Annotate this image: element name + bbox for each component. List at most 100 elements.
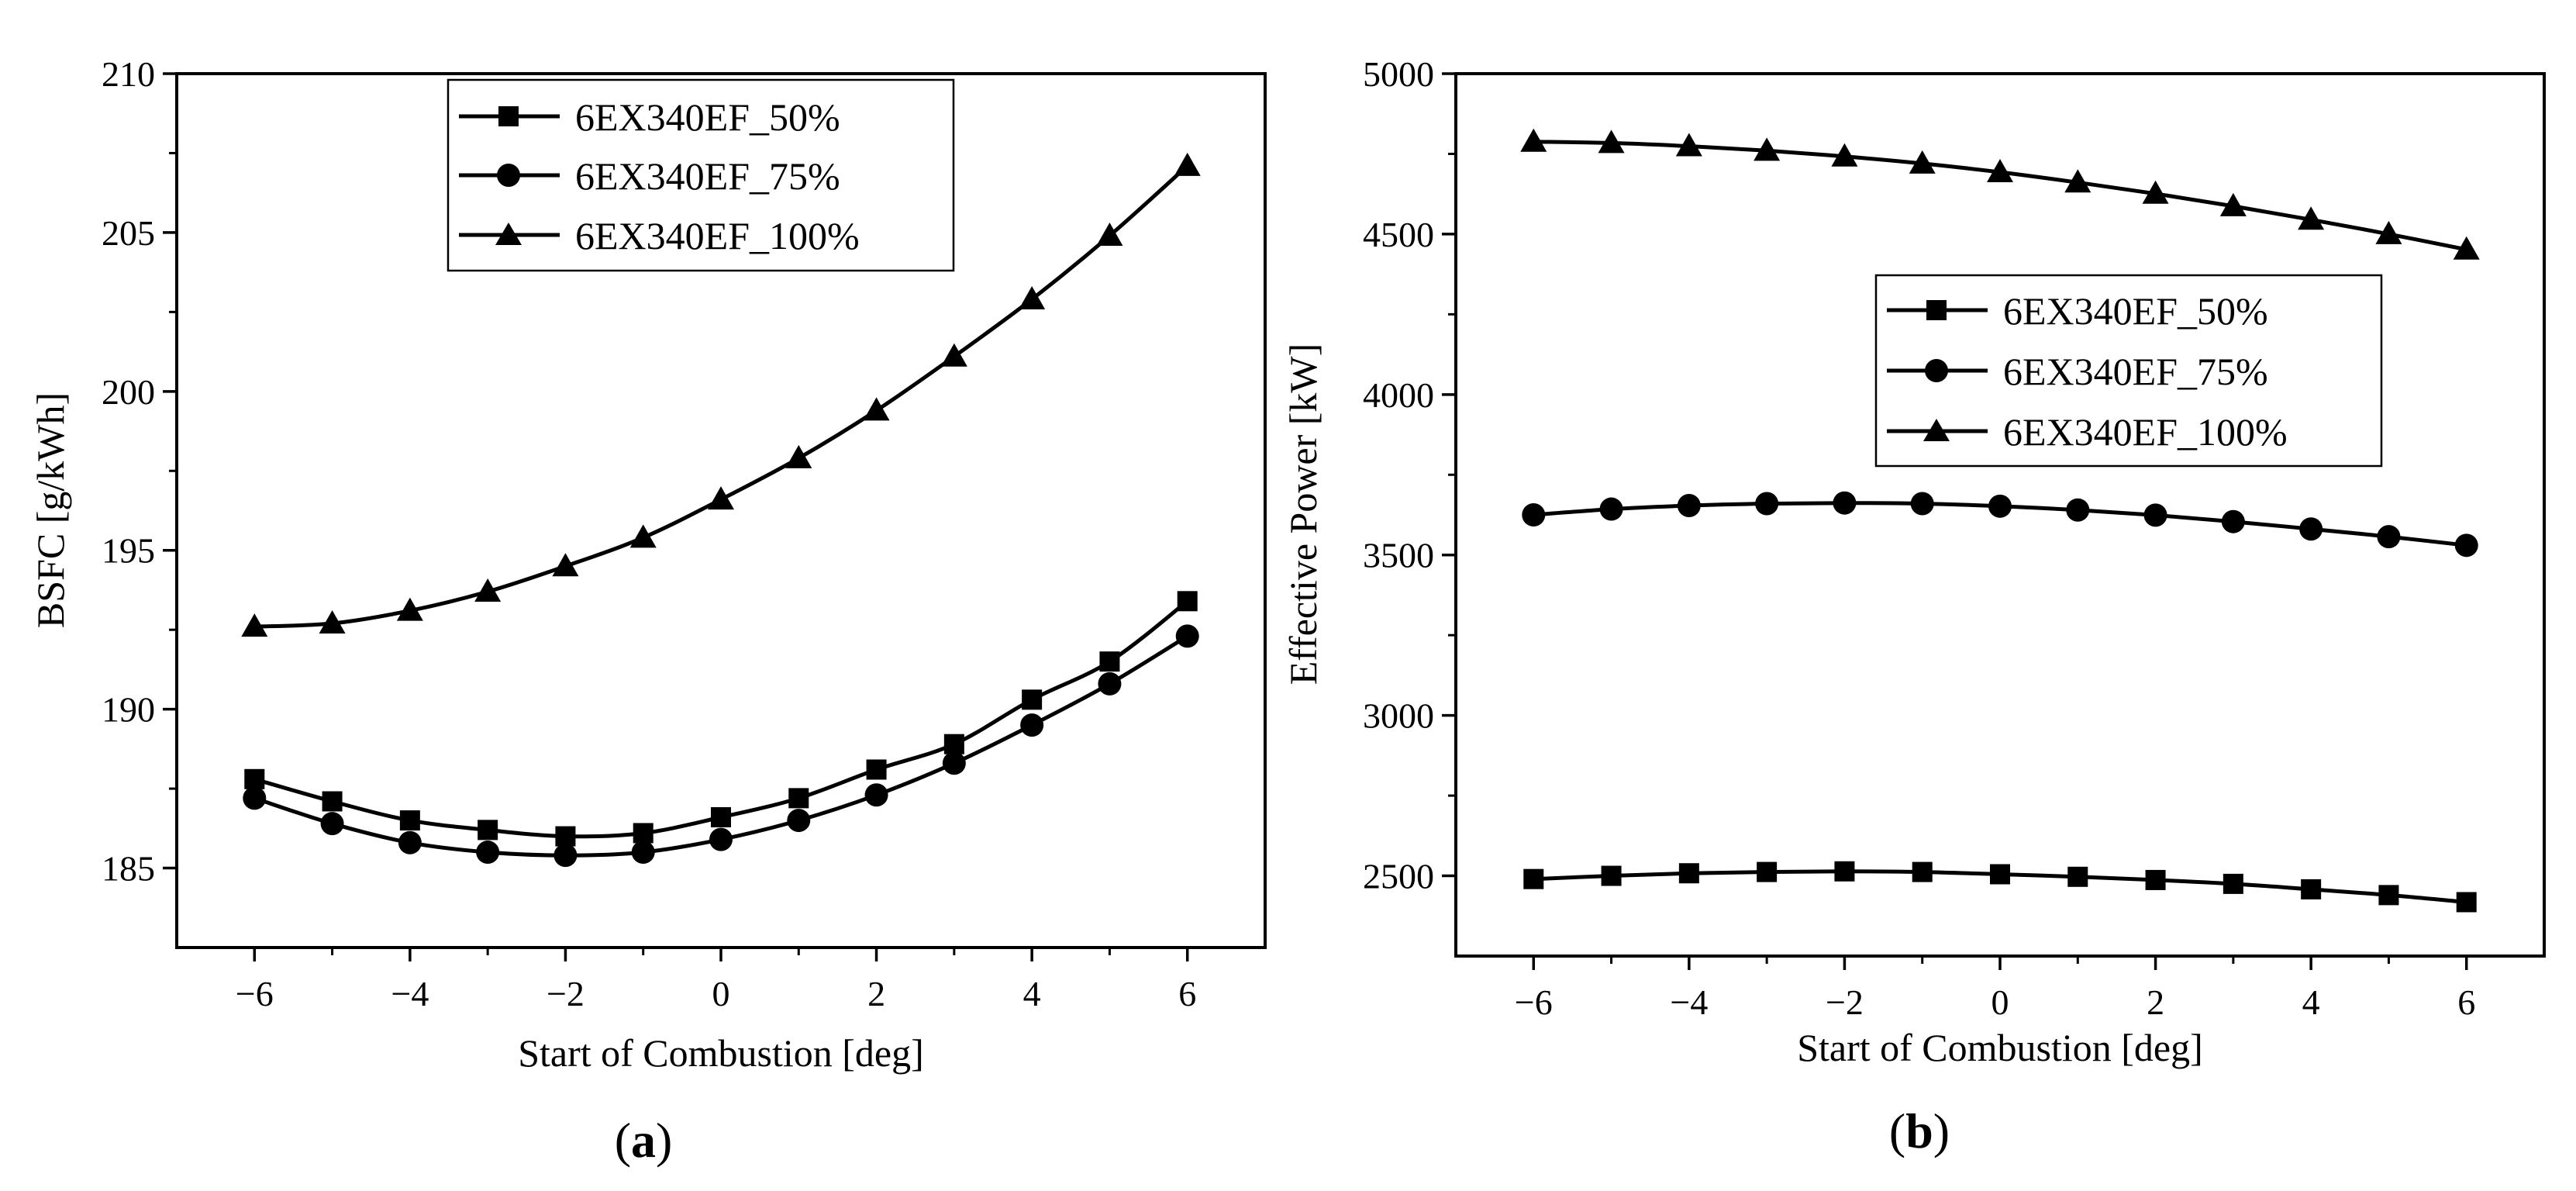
data-point-square <box>2378 885 2399 906</box>
legend-entry: 6EX340EF_100% <box>1887 410 2288 454</box>
bsfc-chart: −6 −4 −2 0 2 4 6 185 190 195 200 205 210 6EX340EF_50… <box>29 54 1267 1168</box>
data-point-triangle <box>940 343 967 367</box>
y-tick-label: 210 <box>102 54 155 94</box>
data-point-circle <box>2377 525 2401 549</box>
data-point-triangle <box>1174 152 1201 176</box>
legend: 6EX340EF_50% 6EX340EF_75% 6EX340EF_100% <box>447 78 955 272</box>
data-point-square <box>555 826 576 847</box>
data-point-triangle <box>319 609 346 633</box>
data-point-triangle <box>2219 192 2247 216</box>
data-point-circle <box>709 827 733 851</box>
data-point-circle <box>476 841 500 865</box>
data-point-triangle <box>1598 129 1625 154</box>
data-point-circle <box>2143 503 2167 527</box>
data-point-circle <box>1988 494 2012 518</box>
axis-ticks: −6 −4 −2 0 2 4 6 2500 3000 3500 4000 4500 5000 <box>1363 54 2475 1022</box>
legend-triangle-marker <box>495 223 522 245</box>
data-point-triangle <box>1520 128 1547 152</box>
legend-square-marker <box>498 106 519 126</box>
data-point-circle <box>1677 493 1701 517</box>
data-point-circle <box>1175 624 1199 648</box>
data-point-square <box>1099 651 1120 672</box>
data-point-triangle <box>863 397 890 421</box>
legend-label: 6EX340EF_75% <box>575 154 840 198</box>
x-tick-label: −2 <box>547 974 585 1013</box>
series-lines <box>241 152 1201 868</box>
x-tick-label: 6 <box>1178 974 1196 1013</box>
data-point-triangle <box>1909 150 1936 174</box>
x-axis-label: Start of Combustion [deg] <box>518 1031 924 1075</box>
data-point-circle <box>243 786 267 810</box>
data-point-triangle <box>1019 285 1046 309</box>
data-point-triangle <box>1831 143 1858 167</box>
legend-label: 6EX340EF_75% <box>2003 350 2268 393</box>
data-point-triangle <box>396 597 423 621</box>
series-lines <box>1520 128 2480 913</box>
legend: 6EX340EF_50% 6EX340EF_75% 6EX340EF_100% <box>1874 274 2383 468</box>
data-point-circle <box>864 783 888 807</box>
data-point-square <box>399 810 420 831</box>
x-tick-label: −2 <box>1826 982 1864 1022</box>
data-point-square <box>1177 591 1198 612</box>
data-point-square <box>1523 868 1544 889</box>
legend-label: 6EX340EF_100% <box>575 214 860 257</box>
panel-label-close-paren: ) <box>656 1113 672 1168</box>
data-point-square <box>788 788 809 809</box>
data-point-triangle <box>241 613 268 637</box>
legend-label: 6EX340EF_50% <box>2003 289 2268 333</box>
x-tick-label: 0 <box>712 974 730 1013</box>
y-tick-label: 2500 <box>1363 857 1434 896</box>
x-tick-label: −4 <box>1670 982 1708 1022</box>
legend-entry: 6EX340EF_75% <box>459 154 840 198</box>
data-point-square <box>1757 861 1778 882</box>
x-axis-label: Start of Combustion [deg] <box>1797 1026 2203 1069</box>
data-point-triangle <box>2142 180 2169 204</box>
axis-ticks: −6 −4 −2 0 2 4 6 185 190 195 200 205 210 <box>102 54 1196 1013</box>
data-point-triangle <box>552 553 579 577</box>
data-point-square <box>1834 861 1855 882</box>
panel-label-open-paren: ( <box>1889 1103 1905 1158</box>
data-point-square <box>1912 861 1933 882</box>
data-point-square <box>711 806 731 827</box>
data-point-square <box>244 768 265 789</box>
data-point-triangle <box>2453 236 2480 260</box>
panel-label-close-paren: ) <box>1933 1103 1950 1158</box>
data-point-circle <box>787 809 811 833</box>
y-tick-label: 4000 <box>1363 375 1434 415</box>
data-point-triangle <box>1096 223 1123 247</box>
legend-circle-marker <box>1925 359 1948 382</box>
panel-label: (a) <box>615 1113 673 1168</box>
legend-square-marker <box>1926 300 1947 320</box>
panel-label-letter: a <box>631 1113 656 1168</box>
data-point-circle <box>553 844 578 868</box>
data-point-triangle <box>1754 137 1781 161</box>
y-tick-label: 5000 <box>1363 54 1434 94</box>
legend-label: 6EX340EF_50% <box>575 95 840 139</box>
data-point-square <box>2145 869 2166 890</box>
data-point-circle <box>1833 491 1857 515</box>
y-tick-label: 4500 <box>1363 215 1434 254</box>
effective-power-chart: −6 −4 −2 0 2 4 6 2500 3000 3500 4000 4500 5000 6EX34… <box>1281 54 2546 1158</box>
y-axis-label: BSFC [g/kWh] <box>29 392 72 628</box>
data-point-square <box>1990 864 2010 885</box>
legend-label: 6EX340EF_100% <box>2003 410 2288 454</box>
data-point-square <box>322 791 343 812</box>
y-tick-label: 3000 <box>1363 696 1434 736</box>
data-point-circle <box>2221 509 2245 533</box>
data-point-triangle <box>474 578 502 602</box>
legend-entry: 6EX340EF_75% <box>1887 350 2268 393</box>
data-point-square <box>633 823 653 844</box>
data-point-triangle <box>2064 169 2091 193</box>
data-point-circle <box>1020 713 1044 737</box>
x-tick-label: 6 <box>2457 982 2475 1022</box>
y-tick-label: 195 <box>102 531 155 571</box>
data-point-square <box>1601 865 1622 886</box>
x-tick-label: −6 <box>1515 982 1553 1022</box>
x-tick-label: −4 <box>391 974 429 1013</box>
data-point-circle <box>1098 671 1122 696</box>
panel-label: (b) <box>1889 1103 1950 1158</box>
data-point-circle <box>2066 498 2090 522</box>
legend-triangle-marker <box>1923 419 1950 441</box>
data-point-square <box>1022 689 1043 710</box>
data-point-square <box>866 759 887 780</box>
